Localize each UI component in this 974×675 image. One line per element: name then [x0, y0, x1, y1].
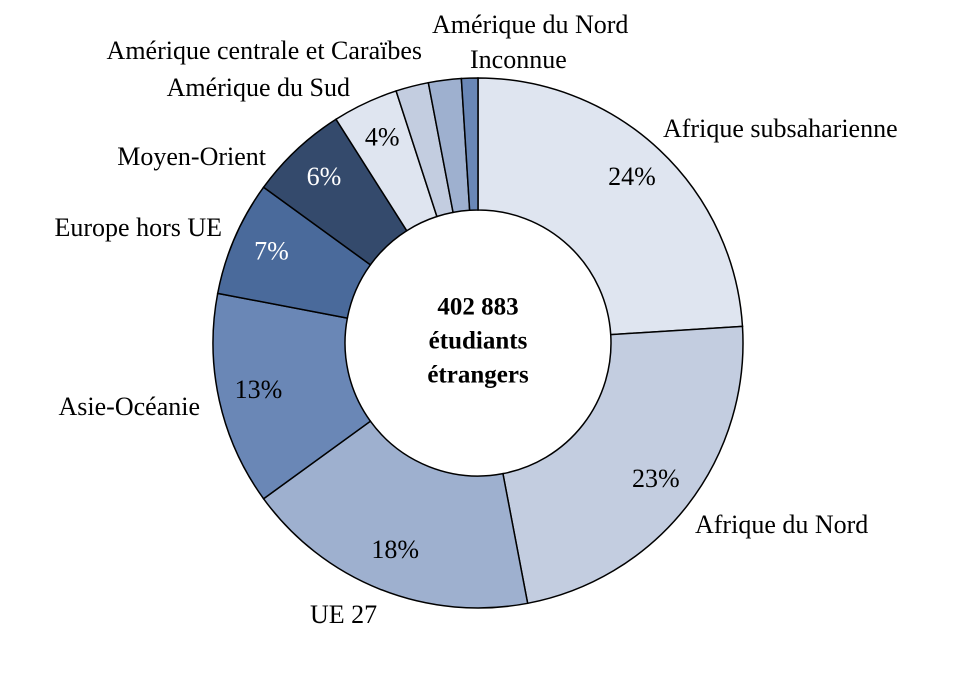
value-label: 18% — [371, 535, 419, 564]
donut-slice — [502, 325, 744, 605]
category-label: Afrique subsaharienne — [663, 114, 898, 143]
value-label: 6% — [307, 162, 342, 191]
category-label: Amérique centrale et Caraïbes — [107, 36, 422, 65]
category-label: Inconnue — [470, 45, 567, 74]
category-label: Europe hors UE — [54, 213, 222, 242]
center-text: étudiants — [429, 328, 528, 355]
category-label: Afrique du Nord — [695, 510, 868, 539]
value-label: 23% — [632, 464, 680, 493]
donut-slice — [262, 420, 529, 609]
category-label: Moyen-Orient — [117, 142, 267, 171]
category-label: Amérique du Nord — [432, 10, 628, 39]
category-label: UE 27 — [310, 600, 377, 629]
value-label: 4% — [365, 122, 400, 151]
category-label: Amérique du Sud — [167, 73, 350, 102]
donut-slice — [477, 77, 744, 336]
center-text: étrangers — [427, 362, 529, 389]
center-text: 402 883 — [437, 294, 518, 321]
category-label: Asie-Océanie — [59, 392, 200, 421]
value-label: 7% — [254, 237, 289, 266]
donut-slice — [460, 77, 479, 212]
value-label: 13% — [235, 375, 283, 404]
value-label: 24% — [608, 162, 656, 191]
